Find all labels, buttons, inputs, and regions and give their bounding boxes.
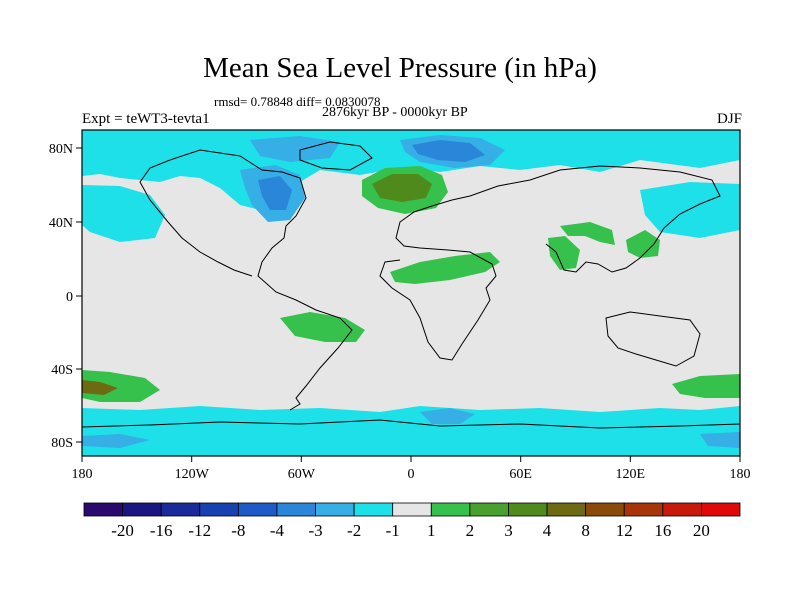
anomaly-south-america-positive	[280, 312, 365, 342]
anomaly-antarctic-core-3	[700, 432, 740, 448]
colorbar-box	[353, 502, 394, 517]
x-tick-label: 120W	[175, 467, 210, 482]
anomaly-tibet-positive	[560, 222, 615, 245]
anomaly-barents-core	[412, 140, 485, 162]
y-tick-label: 40N	[49, 216, 73, 231]
coastlines	[82, 141, 740, 429]
colorbar-box	[199, 502, 239, 517]
x-tick-label: 60E	[509, 467, 532, 482]
colorbar-box	[276, 502, 316, 517]
colorbar-label: 20	[693, 521, 710, 540]
colorbar-box	[392, 502, 432, 517]
colorbar-boxes	[83, 502, 741, 517]
colorbar-box	[160, 502, 201, 517]
colorbar-label: 8	[581, 521, 590, 540]
x-tick-label: 60W	[288, 467, 316, 482]
colorbar-box	[623, 502, 664, 517]
colorbar-label: -20	[111, 521, 134, 540]
colorbar-box	[546, 502, 587, 517]
anomaly-southern-ocean-negative	[82, 406, 740, 456]
x-tick-label: 180	[730, 467, 751, 482]
anomaly-south-pacific-core	[82, 380, 118, 395]
colorbar-label: -16	[150, 521, 173, 540]
colorbar-labels: -20 -16 -12 -8 -4 -3 -2 -1 1 2 3 4 8 12 16 20	[111, 521, 710, 540]
colorbar-label: -3	[308, 521, 322, 540]
colorbar-label: 12	[616, 521, 633, 540]
colorbar-label: -8	[231, 521, 245, 540]
colorbar-label: -2	[347, 521, 361, 540]
colorbar-label: 4	[543, 521, 552, 540]
x-tick-label: 180	[72, 467, 93, 482]
time-period: 2876kyr BP - 0000kyr BP	[322, 105, 468, 120]
y-tick-label: 40S	[51, 363, 73, 378]
y-axis	[76, 147, 82, 443]
y-tick-label: 80S	[51, 436, 73, 451]
anomaly-antarctic-core-1	[420, 408, 475, 424]
x-axis	[81, 456, 741, 462]
colorbar-box	[237, 502, 278, 517]
colorbar-box	[469, 502, 509, 517]
anomaly-antarctic-core-2	[82, 434, 150, 448]
experiment-label: Expt = teWT3-tevta1	[82, 111, 210, 127]
colorbar-box	[701, 502, 741, 517]
anomaly-greenland-negative	[250, 136, 340, 162]
colorbar-box	[315, 502, 355, 517]
colorbar-label: 2	[466, 521, 475, 540]
anomaly-sahara-positive	[390, 252, 500, 284]
colorbar-label: 1	[427, 521, 436, 540]
colorbar-label: -1	[386, 521, 400, 540]
colorbar-label: 16	[654, 521, 671, 540]
map-title: Mean Sea Level Pressure (in hPa)	[203, 52, 597, 84]
colorbar-box	[585, 502, 625, 517]
rmsd-diff-stats: rmsd= 0.78848 diff= 0.0830078	[214, 94, 381, 109]
anomaly-north-atlantic-core	[372, 174, 432, 202]
colorbar-box	[122, 502, 162, 517]
anomaly-north-pacific-negative	[82, 185, 165, 242]
x-tick-label: 0	[408, 467, 415, 482]
x-tick-labels: 180 120W 60W 0 60E 120E 180	[72, 467, 751, 482]
colorbar-box	[83, 502, 123, 517]
x-tick-label: 120E	[616, 467, 646, 482]
anomaly-north-pacific-east	[640, 182, 740, 238]
colorbar-box	[508, 502, 548, 517]
y-tick-labels: 80N 40N 0 40S 80S	[49, 142, 73, 451]
anomaly-arabia-positive	[548, 236, 580, 270]
season-label: DJF	[716, 111, 742, 127]
anomaly-china-positive	[626, 230, 660, 258]
colorbar-box	[662, 502, 702, 517]
anomaly-south-indian-positive	[672, 374, 740, 398]
colorbar-label: -4	[270, 521, 285, 540]
colorbar-label: -12	[188, 521, 211, 540]
colorbar-label: 3	[504, 521, 513, 540]
anomaly-canada-core	[258, 176, 292, 210]
y-tick-label: 0	[66, 290, 73, 305]
y-tick-label: 80N	[49, 142, 73, 157]
colorbar-box	[430, 502, 471, 517]
